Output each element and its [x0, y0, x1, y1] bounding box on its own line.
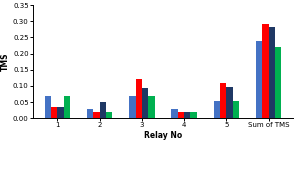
- Bar: [142, 88, 148, 118]
- Bar: [129, 96, 135, 118]
- Bar: [269, 27, 275, 118]
- Bar: [93, 113, 100, 118]
- Bar: [213, 101, 220, 118]
- Bar: [262, 25, 269, 118]
- Bar: [87, 109, 93, 118]
- Bar: [256, 41, 262, 118]
- Bar: [135, 79, 142, 118]
- Bar: [178, 113, 184, 118]
- Bar: [171, 109, 178, 118]
- Bar: [275, 47, 281, 118]
- X-axis label: Relay No: Relay No: [144, 131, 182, 140]
- Bar: [100, 102, 106, 118]
- Bar: [45, 96, 51, 118]
- Bar: [64, 96, 70, 118]
- Y-axis label: TMS: TMS: [1, 52, 10, 71]
- Bar: [57, 107, 64, 118]
- Bar: [106, 113, 112, 118]
- Bar: [226, 87, 233, 118]
- Bar: [190, 113, 197, 118]
- Bar: [184, 113, 190, 118]
- Bar: [220, 83, 226, 118]
- Bar: [233, 101, 239, 118]
- Bar: [148, 96, 155, 118]
- Bar: [51, 107, 57, 118]
